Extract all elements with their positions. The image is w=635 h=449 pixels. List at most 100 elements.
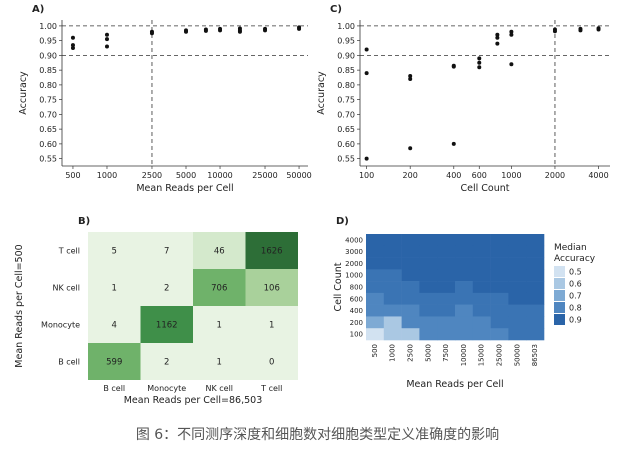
data-point — [203, 28, 208, 33]
x-category-label: 1000 — [389, 344, 397, 362]
x-tick-label: 4000 — [588, 171, 608, 180]
heatmap-cell — [472, 304, 491, 317]
x-tick-label: 25000 — [252, 171, 277, 180]
x-category-label: 50000 — [513, 344, 521, 366]
y-tick-label: 0.80 — [39, 81, 57, 90]
heatmap-cell — [401, 316, 420, 329]
heatmap-cell — [526, 269, 545, 282]
heatmap-cell — [383, 281, 402, 294]
x-category-label: NK cell — [205, 384, 233, 393]
data-point — [451, 141, 456, 146]
heatmap-cell — [193, 269, 246, 306]
legend-label: 0.8 — [569, 304, 582, 313]
y-tick-label: 0.95 — [39, 37, 57, 46]
heatmap-cell — [455, 257, 474, 270]
legend-title: Median — [554, 243, 587, 253]
legend-label: 0.7 — [569, 292, 582, 301]
data-point — [184, 29, 189, 34]
x-tick-label: 10000 — [207, 171, 232, 180]
heatmap-cell — [193, 343, 246, 380]
heatmap-cell — [490, 257, 509, 270]
heatmap-cell — [140, 232, 193, 269]
heatmap-cell — [383, 316, 402, 329]
data-point — [578, 28, 583, 33]
y-tick-label: 0.85 — [39, 66, 57, 75]
heatmap-cell — [472, 281, 491, 294]
cell-value-label: 4 — [112, 321, 117, 331]
data-point — [509, 29, 514, 34]
heatmap-cell — [490, 234, 509, 247]
y-tick-label: 0.60 — [337, 140, 355, 149]
y-axis-label: Accuracy — [316, 71, 327, 115]
heatmap-cell — [490, 245, 509, 258]
y-tick-label: 0.70 — [39, 110, 57, 119]
y-tick-label: 0.90 — [337, 51, 355, 60]
y-tick-label: 0.65 — [337, 125, 355, 134]
legend-swatch — [554, 302, 565, 313]
heatmap-cell — [526, 328, 545, 341]
heatmap-cell — [437, 304, 456, 317]
y-tick-label: 0.55 — [39, 155, 57, 164]
data-point — [237, 29, 242, 34]
y-category-label: 2000 — [345, 260, 363, 268]
heatmap-cell — [419, 281, 438, 294]
cell-value-label: 1 — [112, 284, 117, 294]
heatmap-cell — [508, 234, 527, 247]
heatmap-cell — [455, 328, 474, 341]
heatmap-cell — [472, 234, 491, 247]
heatmap-cell — [419, 245, 438, 258]
heatmap-cell — [526, 234, 545, 247]
heatmap-cell — [508, 316, 527, 329]
x-tick-label: 50000 — [286, 171, 311, 180]
x-category-label: T cell — [260, 384, 282, 393]
heatmap-cell — [88, 306, 141, 343]
heatmap-cell — [437, 316, 456, 329]
heatmap-cell — [366, 316, 385, 329]
panel-c: C) 0.55 0.60 0.65 0.70 0.75 0.80 0.85 0.90 0.95 1.… — [316, 4, 610, 194]
data-point — [509, 32, 514, 37]
y-category-label: B cell — [58, 358, 80, 367]
y-category-label: 200 — [350, 319, 363, 327]
x-axis-label: Mean Reads per Cell=86,503 — [124, 395, 263, 406]
legend-label: 0.6 — [569, 280, 582, 289]
panel-a: A) 0.55 0.60 0.65 0.70 0.75 0.80 0.85 0.90 0.95 1.… — [18, 4, 312, 194]
heatmap-cell — [419, 269, 438, 282]
heatmap-cell — [193, 306, 246, 343]
heatmap-cell — [245, 232, 298, 269]
x-category-label: 10000 — [460, 344, 468, 366]
data-point — [104, 37, 109, 42]
y-tick-label: 0.65 — [39, 125, 57, 134]
y-axis-label: Accuracy — [18, 71, 29, 115]
data-point — [451, 64, 456, 69]
cell-value-label: 5 — [112, 247, 117, 257]
heatmap-cell — [419, 304, 438, 317]
y-tick-label: 1.00 — [39, 22, 57, 31]
data-point — [552, 29, 557, 34]
data-point — [408, 146, 413, 151]
y-tick-label: 0.75 — [337, 96, 355, 105]
heatmap-cell — [88, 232, 141, 269]
heatmap-cell — [88, 343, 141, 380]
legend-label: 0.5 — [569, 268, 582, 277]
heatmap-cell — [401, 245, 420, 258]
heatmap-cell — [437, 292, 456, 305]
data-point — [104, 32, 109, 37]
heatmap-cell — [508, 328, 527, 341]
y-tick-label: 0.55 — [337, 155, 355, 164]
heatmap-cell — [383, 257, 402, 270]
data-point — [408, 76, 413, 81]
x-tick-label: 200 — [403, 171, 418, 180]
data-point — [70, 35, 75, 40]
data-point — [70, 46, 75, 51]
data-point — [104, 44, 109, 49]
x-axis-label: Mean Reads per Cell — [136, 183, 233, 194]
heatmap-cell — [419, 292, 438, 305]
heatmap-cell — [437, 269, 456, 282]
y-axis-label: Cell Count — [333, 262, 344, 311]
x-tick-label: 5000 — [176, 171, 196, 180]
x-tick-label: 1000 — [97, 171, 117, 180]
heatmap-cell — [419, 328, 438, 341]
x-axis-label: Cell Count — [461, 183, 510, 194]
heatmap-cell — [419, 316, 438, 329]
legend-swatch — [554, 314, 565, 325]
